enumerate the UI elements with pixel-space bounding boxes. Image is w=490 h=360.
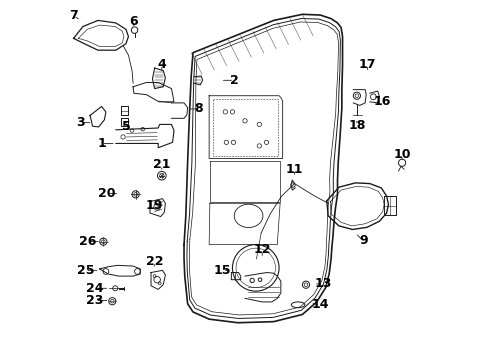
Text: 17: 17 (359, 58, 376, 71)
Text: 13: 13 (315, 278, 332, 291)
Text: 4: 4 (157, 58, 166, 71)
Text: 20: 20 (98, 187, 116, 200)
Text: 19: 19 (146, 199, 163, 212)
Text: 26: 26 (79, 235, 97, 248)
Text: 16: 16 (373, 95, 391, 108)
Text: 15: 15 (214, 264, 231, 277)
Text: 10: 10 (393, 148, 411, 161)
Text: 8: 8 (194, 103, 203, 116)
Text: 22: 22 (146, 255, 163, 268)
Text: 1: 1 (97, 137, 106, 150)
Text: 7: 7 (69, 9, 78, 22)
Text: 25: 25 (76, 264, 94, 277)
Text: 3: 3 (76, 116, 85, 129)
Text: 9: 9 (359, 234, 368, 247)
Text: 11: 11 (286, 163, 303, 176)
Text: 18: 18 (348, 119, 366, 132)
Text: 2: 2 (230, 74, 239, 87)
Text: 14: 14 (312, 298, 329, 311)
Text: 23: 23 (86, 294, 104, 307)
Text: 5: 5 (122, 120, 130, 133)
Text: 21: 21 (153, 158, 171, 171)
Text: 12: 12 (253, 243, 271, 256)
Text: 6: 6 (129, 15, 138, 28)
Text: 24: 24 (86, 282, 104, 295)
